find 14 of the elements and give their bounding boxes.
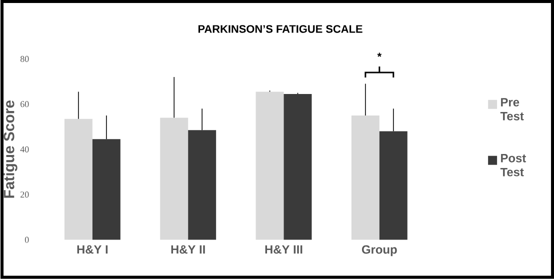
chart-title: PARKINSON’S FATIGUE SCALE [198, 25, 362, 33]
legend-label: Pre Test [500, 98, 524, 120]
text: * [377, 52, 382, 57]
y-tick-label: 40 [20, 146, 29, 153]
x-tick-label: Group [362, 245, 397, 256]
y-tick-label: 20 [20, 192, 29, 198]
y-tick-label: 80 [20, 56, 29, 62]
legend-label: Post Test [500, 154, 526, 176]
y-tick-label: 60 [20, 101, 29, 108]
y-tick-label: 0 [24, 236, 29, 243]
y-axis-title: Fatigue Score [3, 100, 18, 198]
x-tick-label: H&Y III [265, 245, 302, 254]
x-tick-label: H&Y I [77, 245, 108, 254]
x-tick-label: H&Y II [171, 245, 205, 254]
